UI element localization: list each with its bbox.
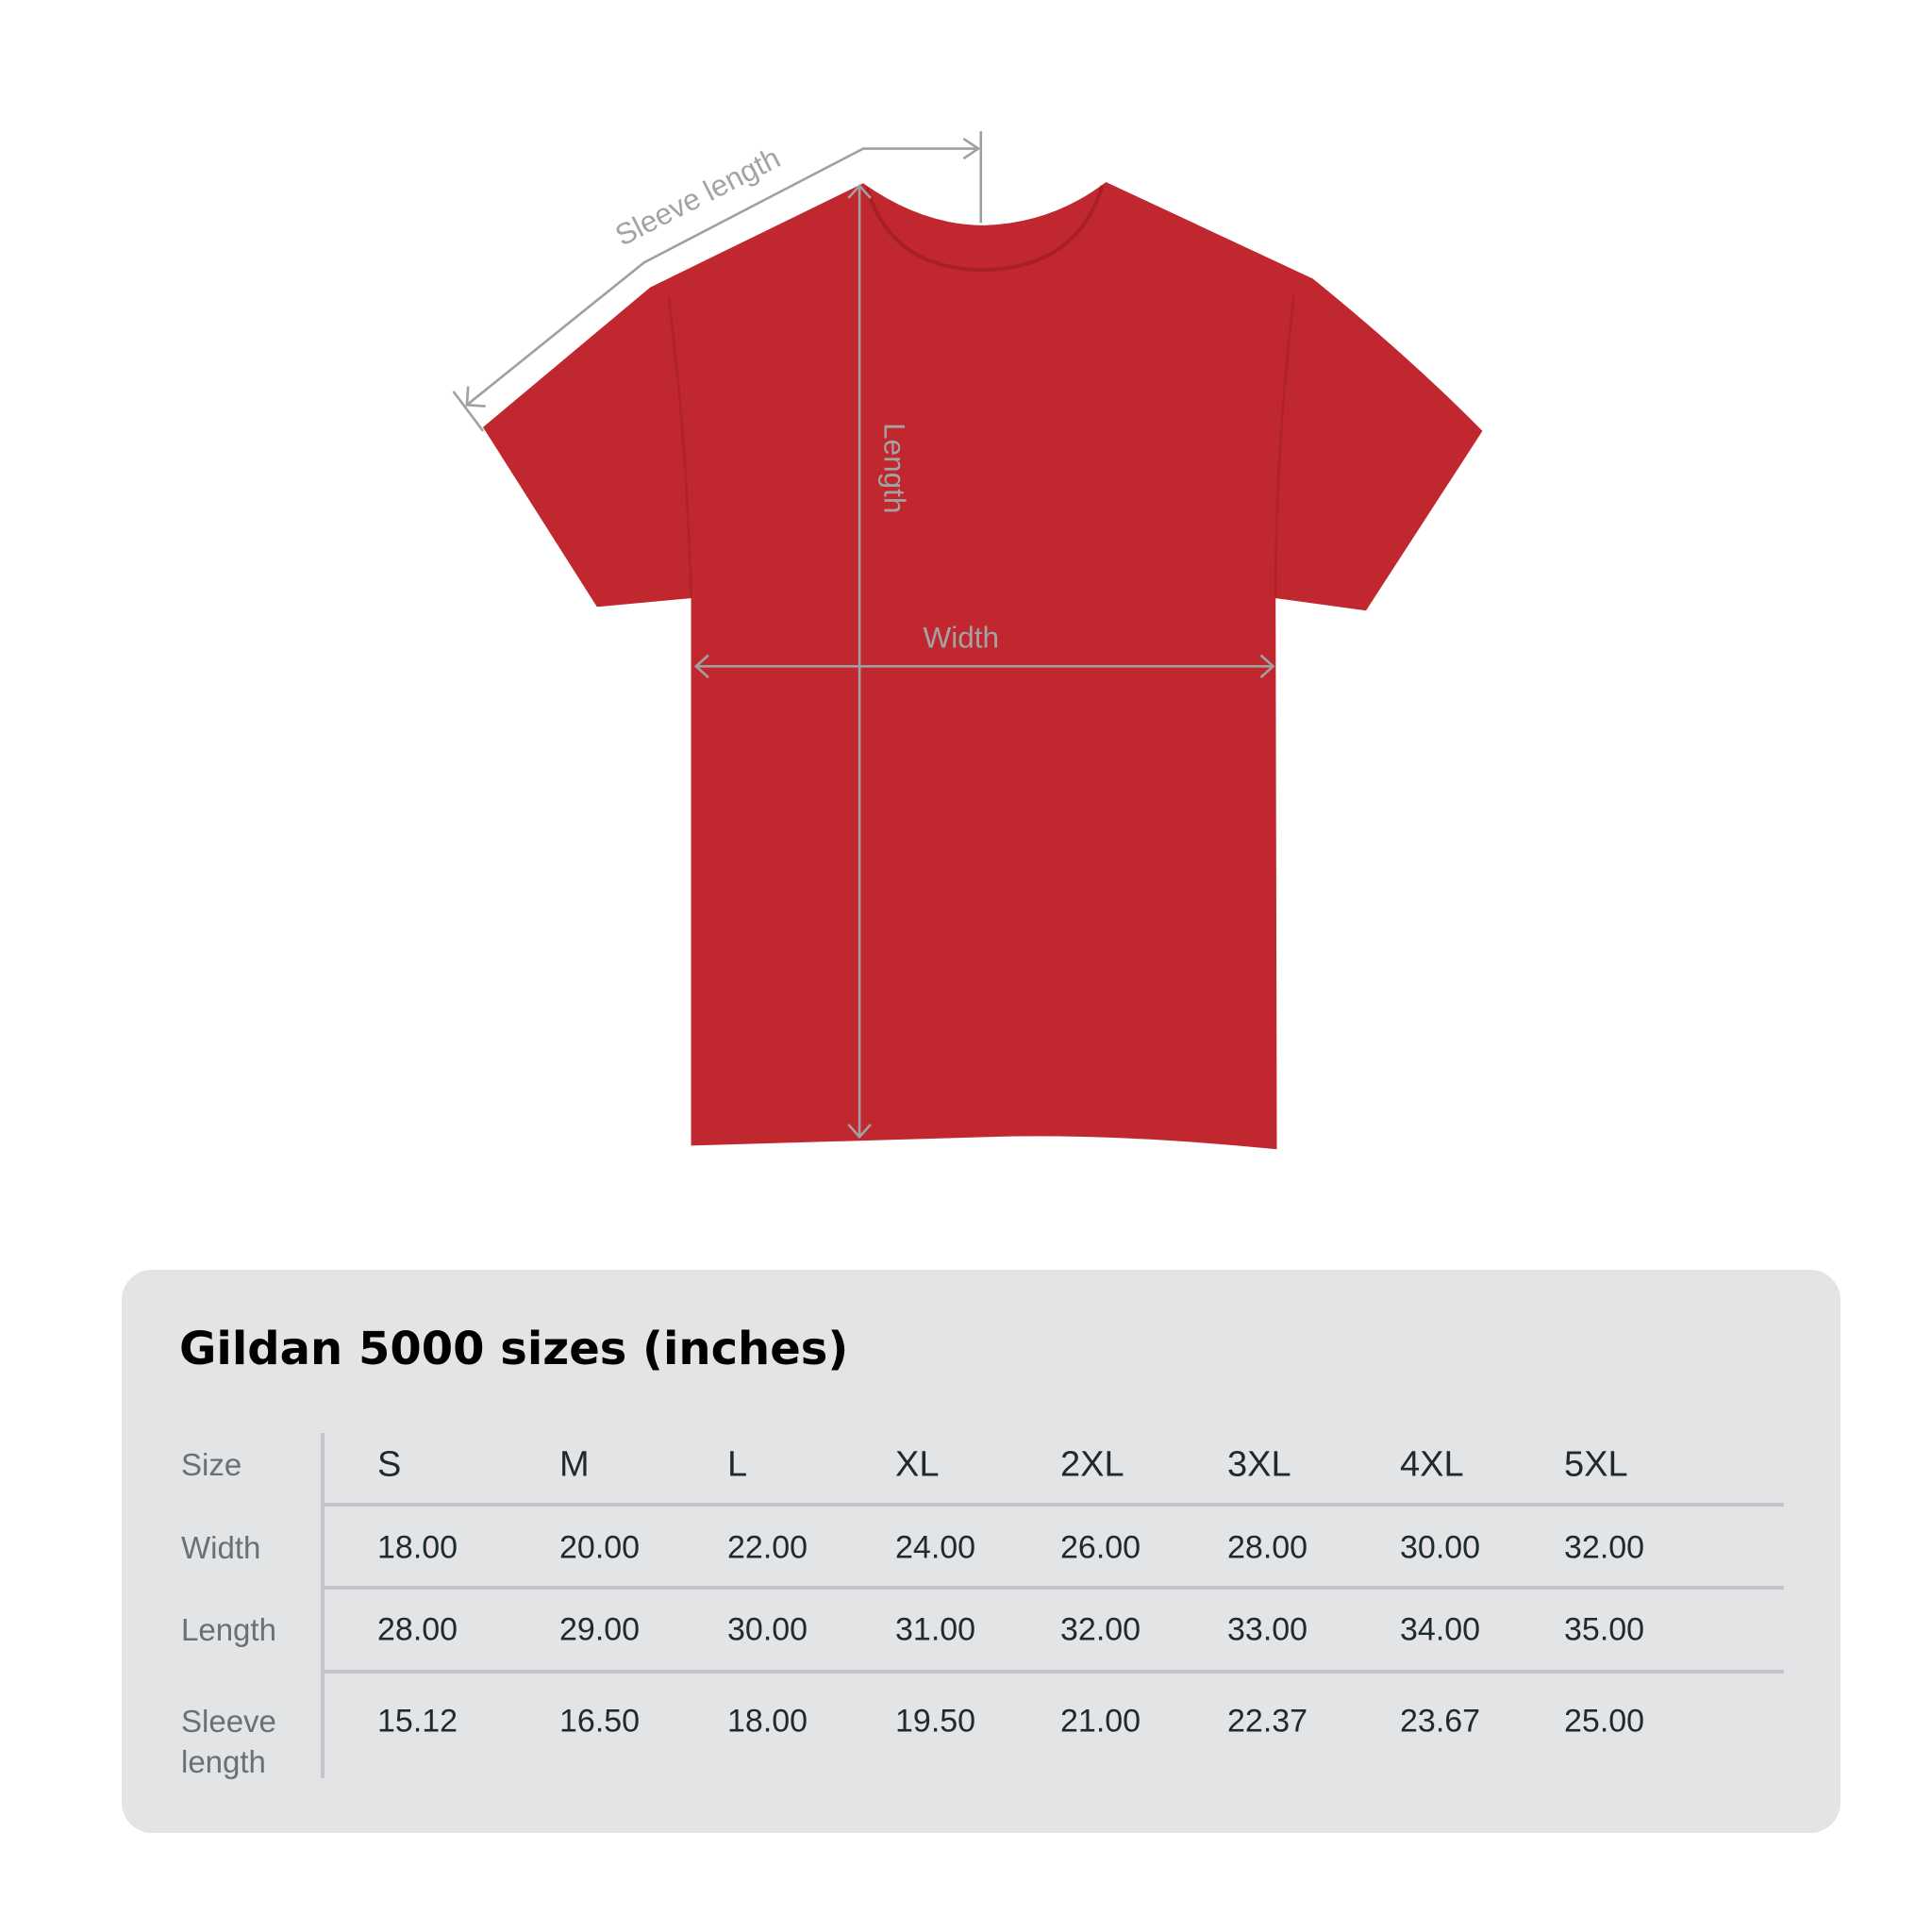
row-label-width: Width xyxy=(181,1530,261,1565)
sleeve-value: 16.50 xyxy=(559,1703,641,1740)
row-divider xyxy=(325,1586,1784,1590)
width-value: 20.00 xyxy=(559,1529,641,1566)
arrow-head xyxy=(847,183,872,199)
tick xyxy=(452,391,485,432)
width-value: 32.00 xyxy=(1564,1529,1645,1566)
length-value: 31.00 xyxy=(895,1611,976,1648)
length-value: 33.00 xyxy=(1227,1611,1308,1648)
sleeve-value: 18.00 xyxy=(727,1703,808,1740)
length-value: 30.00 xyxy=(727,1611,808,1648)
sleeve-seam-left xyxy=(667,296,692,599)
row-label-length: Length xyxy=(181,1612,276,1647)
arrow-head xyxy=(1259,654,1275,679)
sleeve-seam-right xyxy=(1274,294,1296,599)
column-divider xyxy=(321,1433,325,1778)
length-value: 32.00 xyxy=(1060,1611,1141,1648)
arrow-head xyxy=(465,386,486,408)
width-value: 22.00 xyxy=(727,1529,808,1566)
length-value: 34.00 xyxy=(1400,1611,1481,1648)
size-header: L xyxy=(727,1444,748,1485)
size-header: 4XL xyxy=(1400,1444,1464,1485)
width-value: 30.00 xyxy=(1400,1529,1481,1566)
width-label: Width xyxy=(923,621,999,655)
size-header: XL xyxy=(895,1444,940,1485)
size-header: M xyxy=(559,1444,590,1485)
width-value: 18.00 xyxy=(377,1529,458,1566)
collar xyxy=(865,185,1105,273)
sleeve-length-line xyxy=(466,147,979,407)
sleeve-value: 21.00 xyxy=(1060,1703,1141,1740)
size-header: 2XL xyxy=(1060,1444,1124,1485)
width-value: 24.00 xyxy=(895,1529,976,1566)
size-header: S xyxy=(377,1444,402,1485)
sleeve-value: 19.50 xyxy=(895,1703,976,1740)
size-header: 5XL xyxy=(1564,1444,1628,1485)
size-chart-title: Gildan 5000 sizes (inches) xyxy=(179,1323,849,1375)
row-label-sleeve-2: length xyxy=(181,1744,266,1779)
length-value: 29.00 xyxy=(559,1611,641,1648)
measure-lines xyxy=(452,131,1275,1140)
sleeve-value: 23.67 xyxy=(1400,1703,1481,1740)
length-value: 28.00 xyxy=(377,1611,458,1648)
arrow-head xyxy=(847,1124,872,1140)
length-value: 35.00 xyxy=(1564,1611,1645,1648)
arrow-head xyxy=(693,654,709,679)
row-divider xyxy=(325,1503,1784,1507)
row-label-sleeve: Sleeve xyxy=(181,1704,276,1739)
sleeve-value: 25.00 xyxy=(1564,1703,1645,1740)
sleeve-value: 22.37 xyxy=(1227,1703,1308,1740)
arrow-head xyxy=(962,137,981,160)
length-label: Length xyxy=(877,423,911,513)
size-header: 3XL xyxy=(1227,1444,1291,1485)
width-value: 26.00 xyxy=(1060,1529,1141,1566)
size-chart-panel xyxy=(122,1270,1840,1833)
row-divider xyxy=(325,1670,1784,1674)
width-value: 28.00 xyxy=(1227,1529,1308,1566)
sleeve-value: 15.12 xyxy=(377,1703,458,1740)
row-label-size: Size xyxy=(181,1447,242,1482)
